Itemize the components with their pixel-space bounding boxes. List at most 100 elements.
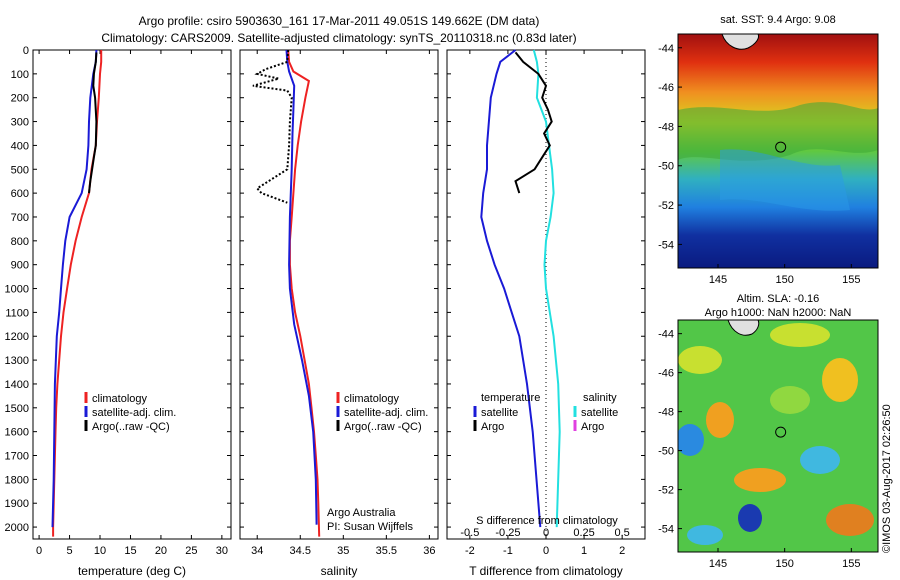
x-tick-label: 34.5 [290, 545, 311, 557]
sst-cool-patch [720, 149, 850, 211]
map-y-tick-label: -48 [658, 407, 674, 419]
map-x-tick-label: 145 [709, 558, 727, 570]
x-tick-label: 34 [251, 545, 263, 557]
x-tick-label: 35.5 [376, 545, 397, 557]
sla-map-title-line2: Argo h1000: NaN h2000: NaN [705, 307, 852, 319]
map-y-tick-label: -52 [658, 200, 674, 212]
s-tick-label: 0.5 [615, 527, 630, 539]
legend-label-argo: Argo(..raw -QC) [92, 421, 170, 433]
s-tick-label: -0.5 [460, 527, 479, 539]
depth-tick-label: 0 [23, 45, 29, 57]
difference-legend: temperature satellite Argo salinity sate… [473, 392, 618, 433]
sla-map-title-line1: Altim. SLA: -0.16 [737, 293, 820, 305]
series-temperature-argo-raw-qc- [88, 52, 98, 194]
x-tick-label: 10 [94, 545, 106, 557]
sla-blob [738, 504, 762, 532]
temperature-panel-frame [32, 49, 232, 540]
figure-title-line2: Climatology: CARS2009. Satellite-adjuste… [101, 31, 576, 45]
sla-blob [822, 358, 858, 402]
map-y-tick-label: -44 [658, 329, 674, 341]
legend-label-argo: Argo(..raw -QC) [344, 421, 422, 433]
depth-tick-label: 300 [11, 117, 29, 129]
depth-tick-label: 800 [11, 236, 29, 248]
legend-label-t-argo: Argo [481, 421, 504, 433]
sst-axes: 145 150 155 -44 -46 -48 -50 -52 -54 [658, 43, 860, 286]
tasmania-land [727, 320, 760, 336]
map-y-tick-label: -44 [658, 43, 674, 55]
argo-location-marker [775, 426, 787, 438]
depth-tick-label: 2000 [5, 522, 29, 534]
map-y-tick-label: -50 [658, 161, 674, 173]
series-difference-t-satellite [480, 49, 542, 528]
difference-top-xlabel: S difference from climatology [476, 515, 618, 527]
salinity-legend: climatology satellite-adj. clim. Argo(..… [336, 392, 428, 433]
temperature-xlabel: temperature (deg C) [78, 564, 186, 578]
axes-layer: 0100200300400500600700800900100011001200… [5, 45, 645, 557]
series-salinity-argo-raw-qc- [252, 49, 293, 204]
x-tick-label: -2 [465, 545, 475, 557]
x-tick-label: 0 [543, 545, 549, 557]
depth-tick-label: 1300 [5, 355, 29, 367]
legend-label-s-satellite: satellite [581, 407, 618, 419]
credit-pi: PI: Susan Wijffels [327, 521, 413, 533]
depth-tick-label: 400 [11, 140, 29, 152]
sla-blob [706, 402, 734, 438]
map-y-tick-label: -46 [658, 82, 674, 94]
x-tick-label: 0 [36, 545, 42, 557]
legend-label-climatology: climatology [92, 393, 148, 405]
x-tick-label: 30 [216, 545, 228, 557]
series-temperature-satellite-adj-clim- [51, 49, 98, 528]
tasmania-land [721, 34, 759, 50]
map-y-tick-label: -46 [658, 368, 674, 380]
x-tick-label: 35 [337, 545, 349, 557]
depth-tick-label: 1000 [5, 284, 29, 296]
depth-tick-label: 900 [11, 260, 29, 272]
sst-map-frame [677, 33, 879, 269]
legend-title-salinity: salinity [583, 392, 617, 404]
series-difference-s-satellite [532, 49, 561, 528]
sla-map-frame [677, 319, 879, 553]
legend-label-satellite: satellite-adj. clim. [344, 407, 428, 419]
depth-tick-label: 200 [11, 93, 29, 105]
series-difference-t-argo [514, 51, 553, 194]
depth-tick-label: 1800 [5, 474, 29, 486]
x-tick-label: 25 [185, 545, 197, 557]
temperature-legend: climatology satellite-adj. clim. Argo(..… [84, 392, 176, 433]
map-x-tick-label: 150 [775, 558, 793, 570]
x-tick-label: 15 [124, 545, 136, 557]
x-tick-label: 36 [423, 545, 435, 557]
sla-blob [687, 525, 723, 545]
legend-label-climatology: climatology [344, 393, 400, 405]
map-x-tick-label: 155 [842, 274, 860, 286]
map-y-tick-label: -54 [658, 239, 674, 251]
map-y-tick-label: -52 [658, 485, 674, 497]
s-tick-label: -0.25 [495, 527, 520, 539]
map-y-tick-label: -48 [658, 121, 674, 133]
legend-label-satellite: satellite-adj. clim. [92, 407, 176, 419]
sla-blob [678, 346, 722, 374]
x-tick-label: 5 [66, 545, 72, 557]
sla-blob [800, 446, 840, 474]
depth-tick-label: 1700 [5, 451, 29, 463]
map-x-tick-label: 155 [842, 558, 860, 570]
difference-xlabel: T difference from climatology [469, 564, 623, 578]
depth-tick-label: 700 [11, 212, 29, 224]
sla-blob [826, 504, 874, 536]
s-tick-label: 0.25 [573, 527, 594, 539]
depth-tick-label: 1200 [5, 331, 29, 343]
depth-tick-label: 1900 [5, 498, 29, 510]
legend-label-s-argo: Argo [581, 421, 604, 433]
x-tick-label: 2 [619, 545, 625, 557]
sla-axes: 145 150 155 -44 -46 -48 -50 -52 -54 [658, 329, 860, 570]
imos-stamp: ©IMOS 03-Aug-2017 02:26:50 [881, 404, 893, 553]
series-salinity-satellite-adj-clim- [285, 49, 318, 525]
s-tick-label: 0 [543, 527, 549, 539]
map-y-tick-label: -54 [658, 524, 674, 536]
x-tick-label: 20 [155, 545, 167, 557]
sst-warm-patch [678, 102, 878, 161]
figure-title-line1: Argo profile: csiro 5903630_161 17-Mar-2… [139, 14, 540, 28]
credit-org: Argo Australia [327, 507, 396, 519]
x-tick-label: 1 [581, 545, 587, 557]
salinity-xlabel: salinity [321, 564, 358, 578]
depth-tick-label: 1100 [5, 307, 29, 319]
